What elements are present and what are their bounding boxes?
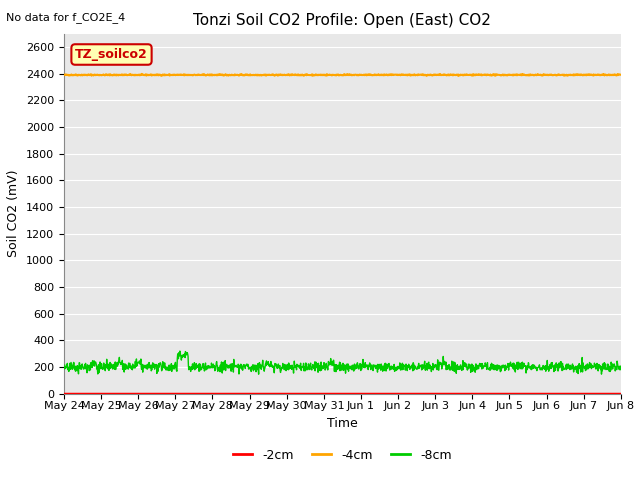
X-axis label: Time: Time xyxy=(327,417,358,430)
Text: TZ_soilco2: TZ_soilco2 xyxy=(75,48,148,61)
Legend: -2cm, -4cm, -8cm: -2cm, -4cm, -8cm xyxy=(228,444,456,467)
Y-axis label: Soil CO2 (mV): Soil CO2 (mV) xyxy=(8,170,20,257)
Title: Tonzi Soil CO2 Profile: Open (East) CO2: Tonzi Soil CO2 Profile: Open (East) CO2 xyxy=(193,13,492,28)
Text: No data for f_CO2E_4: No data for f_CO2E_4 xyxy=(6,12,125,23)
